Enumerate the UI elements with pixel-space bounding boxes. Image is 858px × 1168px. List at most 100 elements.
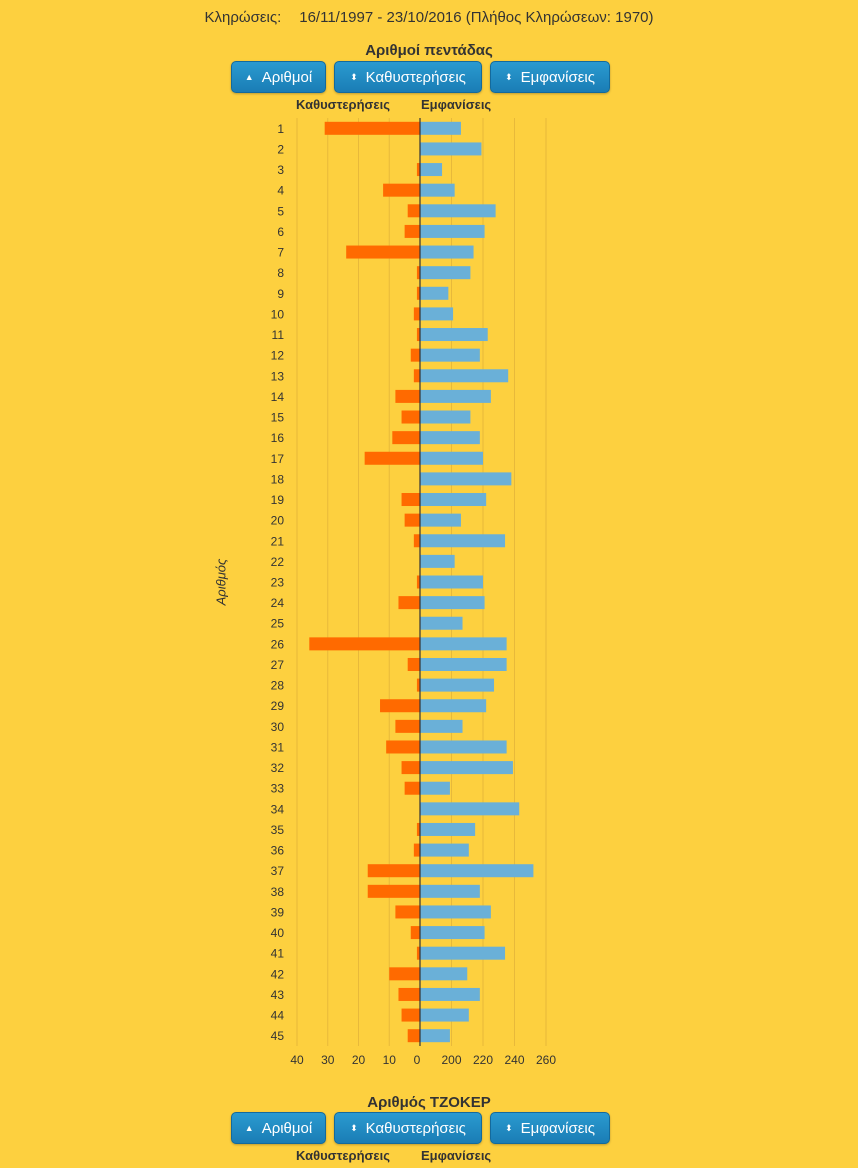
appearance-bar <box>420 761 513 775</box>
sort-by-delays-label: Καθυστερήσεις <box>365 68 466 86</box>
delay-bar <box>401 1008 420 1022</box>
delay-bar <box>416 163 420 177</box>
sort-updown-icon: ⬍ <box>350 1122 358 1133</box>
appearance-bar <box>420 657 507 671</box>
delay-bar <box>416 822 420 836</box>
category-label: 39 <box>271 905 285 919</box>
appearance-bar <box>420 864 534 878</box>
category-label: 4 <box>277 184 284 198</box>
category-label: 41 <box>271 947 285 961</box>
category-label: 11 <box>272 328 285 342</box>
appearance-bar <box>420 369 509 383</box>
appearance-bar <box>420 554 455 568</box>
category-label: 34 <box>271 802 285 816</box>
delay-bar <box>364 451 420 465</box>
delay-bar <box>401 410 420 424</box>
delay-bar <box>416 286 420 300</box>
delay-bar <box>416 328 420 342</box>
delay-bar <box>416 678 420 692</box>
sort-up-icon: ▲ <box>244 1123 254 1133</box>
appearance-bar <box>420 224 485 238</box>
draws-count: (Πλήθος Κληρώσεων: 1970) <box>465 9 654 26</box>
category-label: 29 <box>271 699 285 713</box>
appearance-bar <box>420 926 485 940</box>
joker-sort-by-number-button[interactable]: ▲ Αριθμοί <box>231 1112 326 1144</box>
category-label: 38 <box>271 885 285 899</box>
delay-bar <box>413 369 420 383</box>
delay-bar <box>380 699 420 713</box>
category-label: 1 <box>277 122 284 136</box>
x-tick-label-delays: 0 <box>414 1053 421 1067</box>
delay-bar <box>404 781 420 795</box>
category-label: 42 <box>271 967 285 981</box>
appearance-bar <box>420 719 463 733</box>
appearance-bar <box>420 266 471 280</box>
delay-bar <box>392 431 420 445</box>
x-tick-label-appearances: 200 <box>441 1053 461 1067</box>
sort-by-number-button[interactable]: ▲ Αριθμοί <box>231 61 326 93</box>
delay-bar <box>395 719 420 733</box>
category-label: 16 <box>271 431 285 445</box>
appearance-bar <box>420 884 480 898</box>
appearances-column-label: Εμφανίσεις <box>421 97 492 112</box>
category-label: 22 <box>271 555 285 569</box>
joker-sort-by-appearances-button[interactable]: ⬍ Εμφανίσεις <box>490 1112 610 1144</box>
appearance-bar <box>420 513 461 527</box>
category-label: 18 <box>271 472 285 486</box>
category-label: 21 <box>271 534 285 548</box>
appearance-bar <box>420 637 507 651</box>
joker-sort-by-delays-button[interactable]: ⬍ Καθυστερήσεις <box>334 1112 482 1144</box>
appearance-bar <box>420 946 506 960</box>
x-tick-label-delays: 40 <box>290 1053 304 1067</box>
category-label: 44 <box>271 1009 285 1023</box>
delay-bar <box>395 389 420 403</box>
appearance-bar <box>420 493 487 507</box>
category-label: 40 <box>271 926 285 940</box>
appearance-bar <box>420 307 454 321</box>
delay-bar <box>367 884 420 898</box>
appearance-bar <box>420 451 483 465</box>
delay-bar <box>401 493 420 507</box>
delay-bar <box>398 596 420 610</box>
x-tick-label-delays: 20 <box>352 1053 366 1067</box>
delay-bar <box>346 245 420 259</box>
appearance-bar <box>420 245 474 259</box>
appearance-bar <box>420 596 485 610</box>
delay-bar <box>367 864 420 878</box>
joker-sort-by-delays-label: Καθυστερήσεις <box>365 1119 466 1137</box>
sort-updown-icon: ⬍ <box>350 71 358 82</box>
category-label: 12 <box>271 349 285 363</box>
appearance-bar <box>420 781 450 795</box>
appearance-bar <box>420 328 488 342</box>
sort-by-appearances-label: Εμφανίσεις <box>520 68 595 86</box>
x-tick-label-delays: 30 <box>321 1053 335 1067</box>
appearance-bar <box>420 802 520 816</box>
category-label: 24 <box>271 596 285 610</box>
category-label: 17 <box>271 452 285 466</box>
sort-by-appearances-button[interactable]: ⬍ Εμφανίσεις <box>490 61 610 93</box>
appearance-bar <box>420 1008 469 1022</box>
delay-bar <box>410 926 420 940</box>
delay-bar <box>383 183 420 197</box>
category-label: 33 <box>271 782 285 796</box>
x-tick-label-appearances: 220 <box>473 1053 493 1067</box>
category-label: 36 <box>271 844 285 858</box>
sort-up-icon: ▲ <box>244 72 254 82</box>
appearance-bar <box>420 348 480 362</box>
delay-bar <box>413 843 420 857</box>
sort-updown-icon: ⬍ <box>505 1122 513 1133</box>
category-label: 37 <box>271 864 285 878</box>
appearance-bar <box>420 183 455 197</box>
category-label: 3 <box>277 163 284 177</box>
draws-summary: Κληρώσεις: 16/11/1997 - 23/10/2016 (Πλήθο… <box>0 9 858 26</box>
sort-by-delays-button[interactable]: ⬍ Καθυστερήσεις <box>334 61 482 93</box>
delay-bar <box>413 307 420 321</box>
joker-sort-by-number-label: Αριθμοί <box>261 1119 313 1137</box>
appearance-bar <box>420 142 482 156</box>
category-label: 35 <box>271 823 285 837</box>
category-label: 5 <box>277 204 284 218</box>
x-tick-label-delays: 10 <box>383 1053 397 1067</box>
category-label: 9 <box>277 287 284 301</box>
joker-appearances-column-label: Εμφανίσεις <box>421 1148 492 1163</box>
